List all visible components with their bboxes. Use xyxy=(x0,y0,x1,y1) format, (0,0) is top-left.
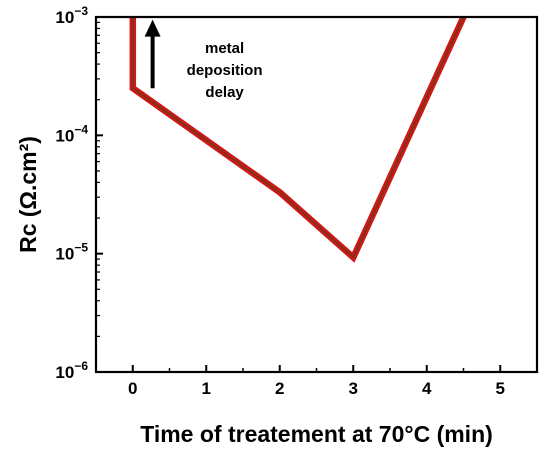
series-line-outer xyxy=(129,15,467,263)
plot-frame xyxy=(94,15,539,374)
y-tick-label: 10−4 xyxy=(55,122,88,145)
x-tick-label: 4 xyxy=(422,379,432,398)
y-axis-title: Rc (Ω.cm²) xyxy=(15,136,41,253)
annotation-arrow-head xyxy=(144,19,161,37)
x-tick-label: 2 xyxy=(275,379,284,398)
y-tick-label: 10−6 xyxy=(55,359,88,382)
x-tick-label: 1 xyxy=(202,379,211,398)
y-tick-label: 10−5 xyxy=(55,241,88,264)
series-line-inner xyxy=(131,16,465,260)
annotation-text-line: delay xyxy=(205,84,244,101)
x-tick-label: 5 xyxy=(496,379,505,398)
x-tick-label: 3 xyxy=(349,379,358,398)
data-layer xyxy=(129,15,467,263)
x-axis-title: Time of treatement at 70°C (min) xyxy=(140,421,493,447)
annotation-layer: metal deposition delay xyxy=(144,19,263,101)
y-tick-label: 10−3 xyxy=(55,4,88,27)
annotation-text-line: deposition xyxy=(187,62,263,79)
x-tick-label: 0 xyxy=(128,379,137,398)
annotation-text-line: metal xyxy=(205,40,244,57)
tick-layer: 0 1 2 3 4 5 10−6 10−5 10−4 10−3 xyxy=(55,4,538,398)
